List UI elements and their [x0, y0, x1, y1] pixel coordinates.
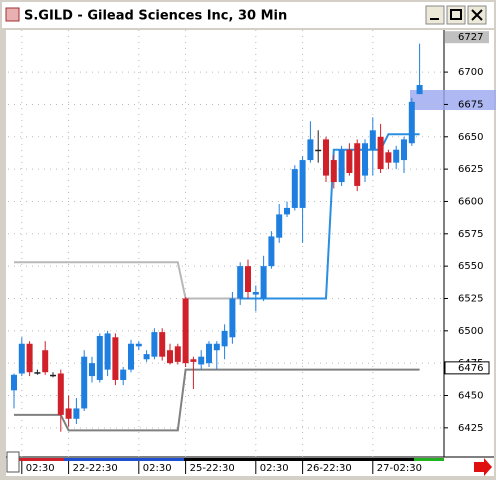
candle-body — [346, 149, 353, 173]
maximize-button[interactable] — [446, 5, 466, 25]
candle-body — [167, 350, 173, 364]
candle-body — [276, 214, 283, 238]
marker-price-box — [444, 361, 490, 375]
app-icon — [5, 7, 20, 22]
scroll-box[interactable] — [6, 451, 20, 473]
y-tick-label: 6600 — [458, 196, 483, 207]
candle-body — [416, 85, 423, 95]
candle-body — [182, 298, 189, 364]
candle-body — [57, 373, 64, 415]
session-strip — [414, 458, 444, 461]
candle-body — [159, 332, 166, 357]
last-price-label: 6727 — [458, 32, 483, 43]
candle-body — [104, 333, 111, 370]
marker-price-label: 6476 — [458, 363, 483, 374]
y-tick-label: 6500 — [458, 326, 483, 337]
x-tick-label: 22-22:30 — [73, 463, 118, 474]
candle-body — [65, 408, 72, 419]
indicator-line — [14, 261, 241, 300]
y-tick-label: 6625 — [458, 164, 483, 175]
session-strip — [184, 458, 414, 461]
indicator-line — [240, 133, 420, 300]
candle-body — [252, 292, 259, 295]
candle-body — [354, 143, 361, 186]
scroll-right-arrow[interactable] — [474, 458, 492, 476]
candle-body — [135, 343, 142, 347]
session-strip — [14, 458, 64, 461]
candle-body — [221, 330, 228, 347]
x-tick-label: 25-22:30 — [190, 463, 235, 474]
candle-body — [89, 363, 95, 377]
candle-body — [307, 139, 314, 161]
y-tick-label: 6700 — [458, 67, 483, 78]
candle-body — [190, 359, 197, 362]
candle-body — [34, 372, 41, 374]
session-strip — [64, 458, 184, 461]
candle-body — [268, 236, 275, 267]
candle-body — [401, 139, 407, 161]
candle-body — [206, 343, 212, 364]
candle-body — [50, 374, 56, 377]
y-tick-label: 6550 — [458, 261, 483, 272]
candle-body — [315, 149, 322, 152]
y-tick-label: 6575 — [458, 229, 483, 240]
candle-body — [260, 266, 267, 299]
last-price-box — [445, 31, 489, 44]
candle-body — [213, 343, 220, 351]
candle-body — [237, 266, 244, 299]
candle-body — [377, 136, 384, 170]
candle-body — [26, 343, 33, 373]
candle-body — [18, 343, 25, 374]
y-tick-label: 6650 — [458, 132, 483, 143]
candle-body — [284, 207, 290, 215]
candle-body — [291, 169, 298, 208]
title-bar — [2, 2, 494, 28]
y-tick-label: 6450 — [458, 390, 483, 401]
candle-body — [245, 266, 251, 293]
candle-body — [369, 130, 376, 150]
candle-body — [362, 143, 368, 176]
candle-body — [229, 298, 236, 338]
window-title: S.GILD - Gilead Sciences Inc, 30 Min — [24, 9, 287, 24]
y-tick-label: 6525 — [458, 293, 483, 304]
candle-body — [81, 356, 88, 409]
y-tick-label: 6425 — [458, 423, 483, 434]
candle-body — [393, 149, 400, 163]
candle-body — [198, 356, 205, 365]
minimize-button[interactable] — [425, 5, 445, 25]
candle-body — [299, 160, 306, 208]
x-tick-label: 27-02:30 — [377, 463, 422, 474]
x-tick-label: 26-22:30 — [307, 463, 352, 474]
candle-body — [143, 354, 150, 360]
candle-body — [151, 332, 158, 357]
y-tick-label: 6675 — [458, 99, 483, 110]
candle-body — [330, 160, 337, 183]
candle-body — [408, 101, 415, 144]
indicator-line — [14, 368, 420, 432]
candle-body — [96, 335, 103, 380]
x-tick-label: 02:30 — [260, 463, 289, 474]
close-icon — [471, 9, 483, 21]
candle-body — [120, 369, 127, 380]
candle-body — [323, 139, 329, 176]
candle-body — [385, 152, 392, 163]
price-highlight — [410, 90, 496, 110]
candle-body — [73, 408, 80, 419]
maximize-icon — [450, 9, 462, 20]
x-tick-label: 02:30 — [143, 463, 172, 474]
candle-body — [338, 149, 345, 183]
candle-body — [112, 337, 119, 380]
candle-body — [42, 350, 49, 373]
x-tick-label: 02:30 — [26, 463, 55, 474]
candle-body — [174, 346, 181, 362]
candle-body — [11, 374, 17, 391]
candle-body — [128, 343, 134, 370]
